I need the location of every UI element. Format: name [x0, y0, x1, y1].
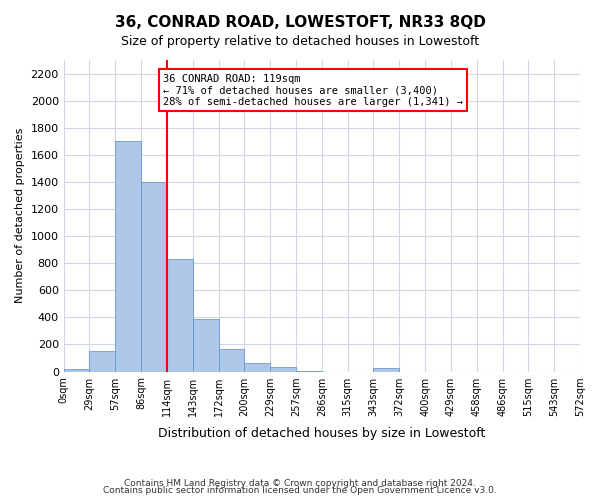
Y-axis label: Number of detached properties: Number of detached properties — [15, 128, 25, 304]
Bar — [167, 259, 193, 372]
Bar — [193, 318, 218, 372]
Text: 36 CONRAD ROAD: 119sqm
← 71% of detached houses are smaller (3,400)
28% of semi-: 36 CONRAD ROAD: 119sqm ← 71% of detached… — [163, 74, 463, 106]
Bar — [373, 368, 399, 372]
X-axis label: Distribution of detached houses by size in Lowestoft: Distribution of detached houses by size … — [158, 427, 485, 440]
Bar — [296, 371, 322, 372]
Bar — [141, 182, 167, 372]
Text: Contains HM Land Registry data © Crown copyright and database right 2024.: Contains HM Land Registry data © Crown c… — [124, 478, 476, 488]
Text: Contains public sector information licensed under the Open Government Licence v3: Contains public sector information licen… — [103, 486, 497, 495]
Text: 36, CONRAD ROAD, LOWESTOFT, NR33 8QD: 36, CONRAD ROAD, LOWESTOFT, NR33 8QD — [115, 15, 485, 30]
Text: Size of property relative to detached houses in Lowestoft: Size of property relative to detached ho… — [121, 35, 479, 48]
Bar — [64, 369, 89, 372]
Bar — [270, 368, 296, 372]
Bar — [115, 142, 141, 372]
Bar — [244, 362, 270, 372]
Bar — [89, 351, 115, 372]
Bar — [218, 349, 244, 372]
